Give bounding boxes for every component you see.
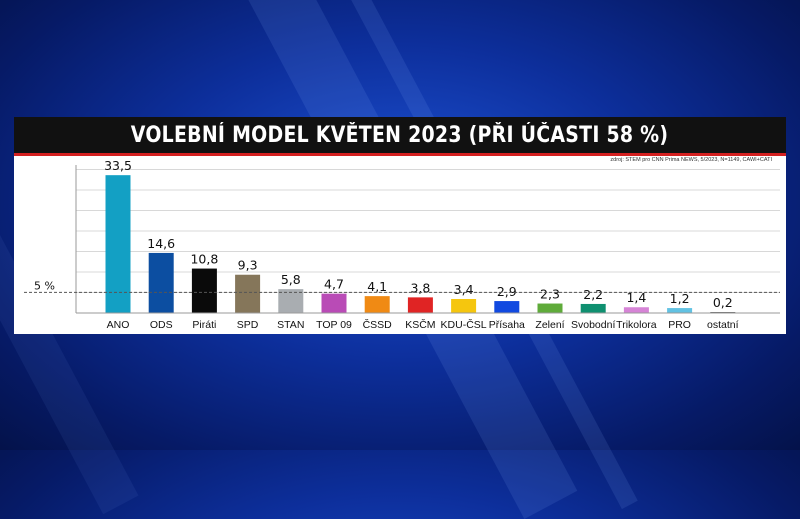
bar (321, 293, 347, 313)
category-label: Přísaha (489, 319, 525, 331)
bar (407, 297, 433, 313)
threshold-label: 5 % (34, 279, 55, 292)
category-label: KDU-ČSL (441, 318, 487, 331)
bar-value-label: 33,5 (104, 158, 132, 173)
title-bar: VOLEBNÍ MODEL KVĚTEN 2023 (PŘI ÚČASTI 58… (14, 117, 786, 156)
bar (494, 301, 520, 313)
chart-panel: VOLEBNÍ MODEL KVĚTEN 2023 (PŘI ÚČASTI 58… (14, 117, 786, 334)
category-label: KSČM (405, 318, 435, 331)
category-label: SPD (237, 319, 259, 331)
category-label: ODS (150, 319, 173, 331)
bar-value-label: 14,6 (147, 236, 175, 251)
bar-value-label: 10,8 (190, 252, 218, 267)
bar (235, 274, 261, 313)
bar-value-label: 1,2 (670, 291, 690, 306)
bar-value-label: 2,3 (540, 287, 560, 302)
chart-title: VOLEBNÍ MODEL KVĚTEN 2023 (PŘI ÚČASTI 58… (131, 122, 669, 148)
bar-value-label: 9,3 (238, 258, 258, 273)
category-label: TOP 09 (316, 319, 352, 331)
category-label: Svobodní (571, 319, 615, 331)
bar-value-label: 3,8 (410, 280, 430, 295)
bar-value-label: 2,9 (497, 284, 517, 299)
category-label: ANO (107, 319, 130, 331)
bar (537, 303, 563, 313)
bar-chart: 33,5 ANO 14,6 ODS 10,8 Piráti 9,3 SPD 5,8 STAN 4,7… (24, 158, 780, 331)
category-label: PRO (668, 319, 691, 331)
bar (364, 296, 390, 313)
category-label: ostatní (707, 319, 739, 331)
category-label: Zelení (535, 319, 564, 331)
bar (105, 175, 131, 313)
bar-value-label: 4,7 (324, 277, 344, 292)
category-label: Piráti (192, 319, 216, 331)
source-note: zdroj: STEM pro CNN Prima NEWS, 5/2023, … (610, 157, 772, 163)
category-label: STAN (277, 319, 304, 331)
bar-value-label: 4,1 (367, 279, 387, 294)
bar-value-label: 3,4 (454, 282, 474, 297)
bar-value-label: 2,2 (583, 287, 603, 302)
bar (667, 308, 693, 313)
bar-value-label: 5,8 (281, 272, 301, 287)
category-label: ČSSD (363, 318, 393, 331)
bar (148, 252, 174, 313)
bar-value-label: 0,2 (713, 295, 733, 310)
category-label: Trikolora (616, 319, 657, 331)
bar (278, 289, 304, 313)
bar (191, 268, 217, 313)
bar (623, 307, 649, 313)
bar-value-label: 1,4 (626, 290, 646, 305)
bar (580, 303, 606, 313)
bar (451, 299, 477, 313)
